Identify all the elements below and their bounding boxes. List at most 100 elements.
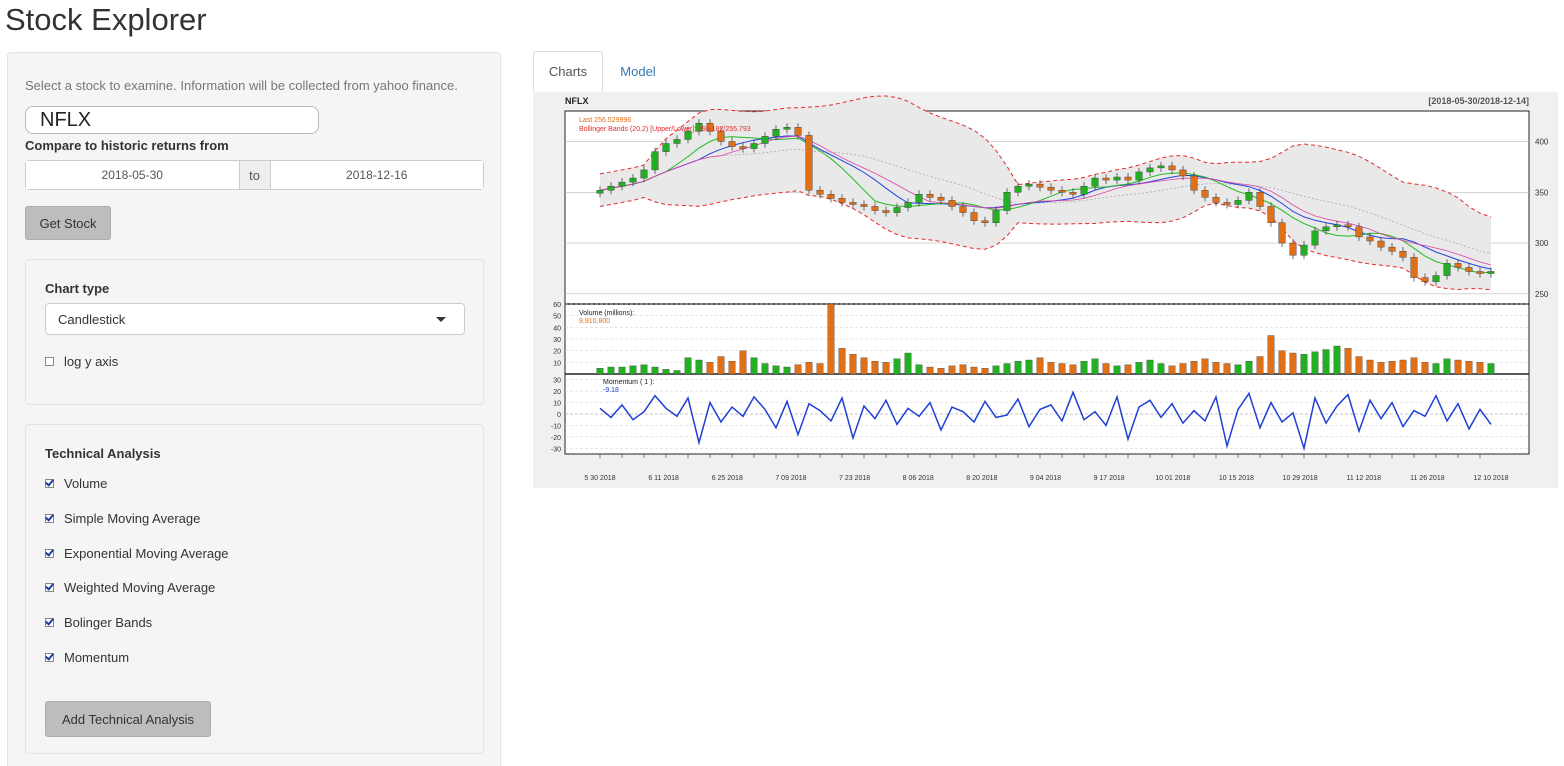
candle-body — [959, 206, 967, 213]
volume-bar — [640, 364, 648, 375]
momentum-tick-label: 0 — [557, 412, 561, 419]
technical-analysis-panel: Technical Analysis Volume Simple Moving … — [25, 424, 484, 754]
volume-bar — [1267, 335, 1275, 375]
ta-bbands-checkbox[interactable] — [45, 618, 54, 627]
volume-bar — [1311, 351, 1319, 375]
ta-bbands-row[interactable]: Bolinger Bands — [45, 615, 152, 630]
momentum-tick-label: 30 — [553, 378, 561, 385]
volume-tick-label: 10 — [553, 360, 561, 367]
date-separator: to — [238, 161, 271, 189]
volume-bar — [827, 303, 835, 375]
log-axis-checkbox[interactable] — [45, 357, 54, 366]
ta-momentum-row[interactable]: Momentum — [45, 650, 129, 665]
volume-bar — [1146, 359, 1154, 375]
volume-bar — [893, 358, 901, 375]
x-tick-label: 12 10 2018 — [1473, 475, 1508, 482]
candle-body — [1036, 183, 1044, 188]
volume-bar — [1036, 357, 1044, 375]
tab-model[interactable]: Model — [620, 64, 656, 79]
volume-bar — [1355, 356, 1363, 375]
ta-volume-checkbox[interactable] — [45, 479, 54, 488]
add-technical-analysis-button[interactable]: Add Technical Analysis — [45, 701, 211, 737]
get-stock-button[interactable]: Get Stock — [25, 206, 111, 240]
candle-body — [1322, 226, 1330, 232]
x-tick-label: 7 09 2018 — [775, 475, 806, 482]
volume-bar — [882, 362, 890, 375]
volume-last-value: 9,910,800 — [579, 318, 610, 325]
volume-label: Volume (millions): — [579, 310, 634, 317]
volume-bar — [926, 366, 934, 375]
ticker-input[interactable] — [25, 106, 319, 134]
volume-bar — [761, 363, 769, 375]
x-tick-label: 5 30 2018 — [584, 475, 615, 482]
tab-charts[interactable]: Charts — [533, 51, 603, 92]
candle-body — [706, 122, 714, 132]
candle-body — [926, 194, 934, 198]
ta-ema-checkbox[interactable] — [45, 549, 54, 558]
volume-bar — [629, 365, 637, 375]
sidebar-panel: Select a stock to examine. Information w… — [7, 52, 501, 766]
volume-bar — [1388, 361, 1396, 375]
momentum-tick-label: -30 — [551, 446, 561, 453]
volume-bar — [959, 364, 967, 375]
candle-body — [1157, 165, 1165, 169]
volume-tick-label: 30 — [553, 337, 561, 344]
main-tabs: Charts Model — [533, 51, 1558, 93]
volume-bar — [1168, 365, 1176, 375]
ta-volume-row[interactable]: Volume — [45, 476, 107, 491]
volume-bar — [1058, 363, 1066, 375]
date-end-input[interactable] — [270, 161, 483, 189]
volume-bar — [948, 365, 956, 375]
volume-bar — [794, 364, 802, 375]
ta-ema-row[interactable]: Exponential Moving Average — [45, 546, 229, 561]
volume-bar — [1003, 363, 1011, 375]
ta-wma-row[interactable]: Weighted Moving Average — [45, 580, 215, 595]
candle-body — [717, 131, 725, 142]
candle-body — [739, 146, 747, 149]
candle-body — [772, 129, 780, 137]
volume-bar — [981, 368, 989, 375]
candle-body — [629, 177, 637, 183]
candle-body — [1080, 185, 1088, 195]
candle-body — [970, 212, 978, 221]
volume-bar — [739, 350, 747, 375]
candle-body — [1399, 250, 1407, 258]
candle-body — [618, 181, 626, 187]
candle-body — [1421, 277, 1429, 282]
ta-bbands-label: Bolinger Bands — [64, 615, 153, 630]
intro-text: Select a stock to examine. Information w… — [25, 78, 458, 93]
wma-line — [599, 135, 1492, 266]
candle-body — [1168, 165, 1176, 171]
volume-bar — [1344, 348, 1352, 375]
ta-momentum-checkbox[interactable] — [45, 653, 54, 662]
date-start-input[interactable] — [26, 161, 239, 189]
volume-bar — [1201, 358, 1209, 375]
candle-body — [1256, 192, 1264, 207]
volume-tick-label: 60 — [553, 302, 561, 309]
candle-body — [1366, 236, 1374, 242]
volume-bar — [838, 348, 846, 375]
x-tick-label: 11 12 2018 — [1346, 475, 1381, 482]
stock-chart-svg: NFLX [2018-05-30/2018-12-14]400350300250L… — [551, 95, 1549, 482]
candle-body — [893, 207, 901, 213]
log-axis-row[interactable]: log y axis — [45, 354, 118, 369]
volume-bar — [1476, 362, 1484, 375]
price-tick-label: 250 — [1535, 290, 1549, 299]
ta-sma-checkbox[interactable] — [45, 514, 54, 523]
ta-sma-label: Simple Moving Average — [64, 511, 201, 526]
volume-bar — [1465, 361, 1473, 375]
volume-bar — [1454, 359, 1462, 375]
volume-bar — [662, 369, 670, 375]
candle-body — [1311, 230, 1319, 246]
volume-bar — [1234, 364, 1242, 375]
candle-body — [794, 127, 802, 136]
momentum-tick-label: -20 — [551, 435, 561, 442]
ta-sma-row[interactable]: Simple Moving Average — [45, 511, 200, 526]
volume-bar — [1014, 361, 1022, 375]
momentum-label: Momentum ( 1 ): — [603, 379, 654, 386]
candle-body — [1300, 244, 1308, 256]
candle-body — [673, 139, 681, 144]
chart-type-select[interactable]: Candlestick — [45, 303, 465, 335]
ta-wma-checkbox[interactable] — [45, 583, 54, 592]
volume-bar — [1322, 349, 1330, 375]
